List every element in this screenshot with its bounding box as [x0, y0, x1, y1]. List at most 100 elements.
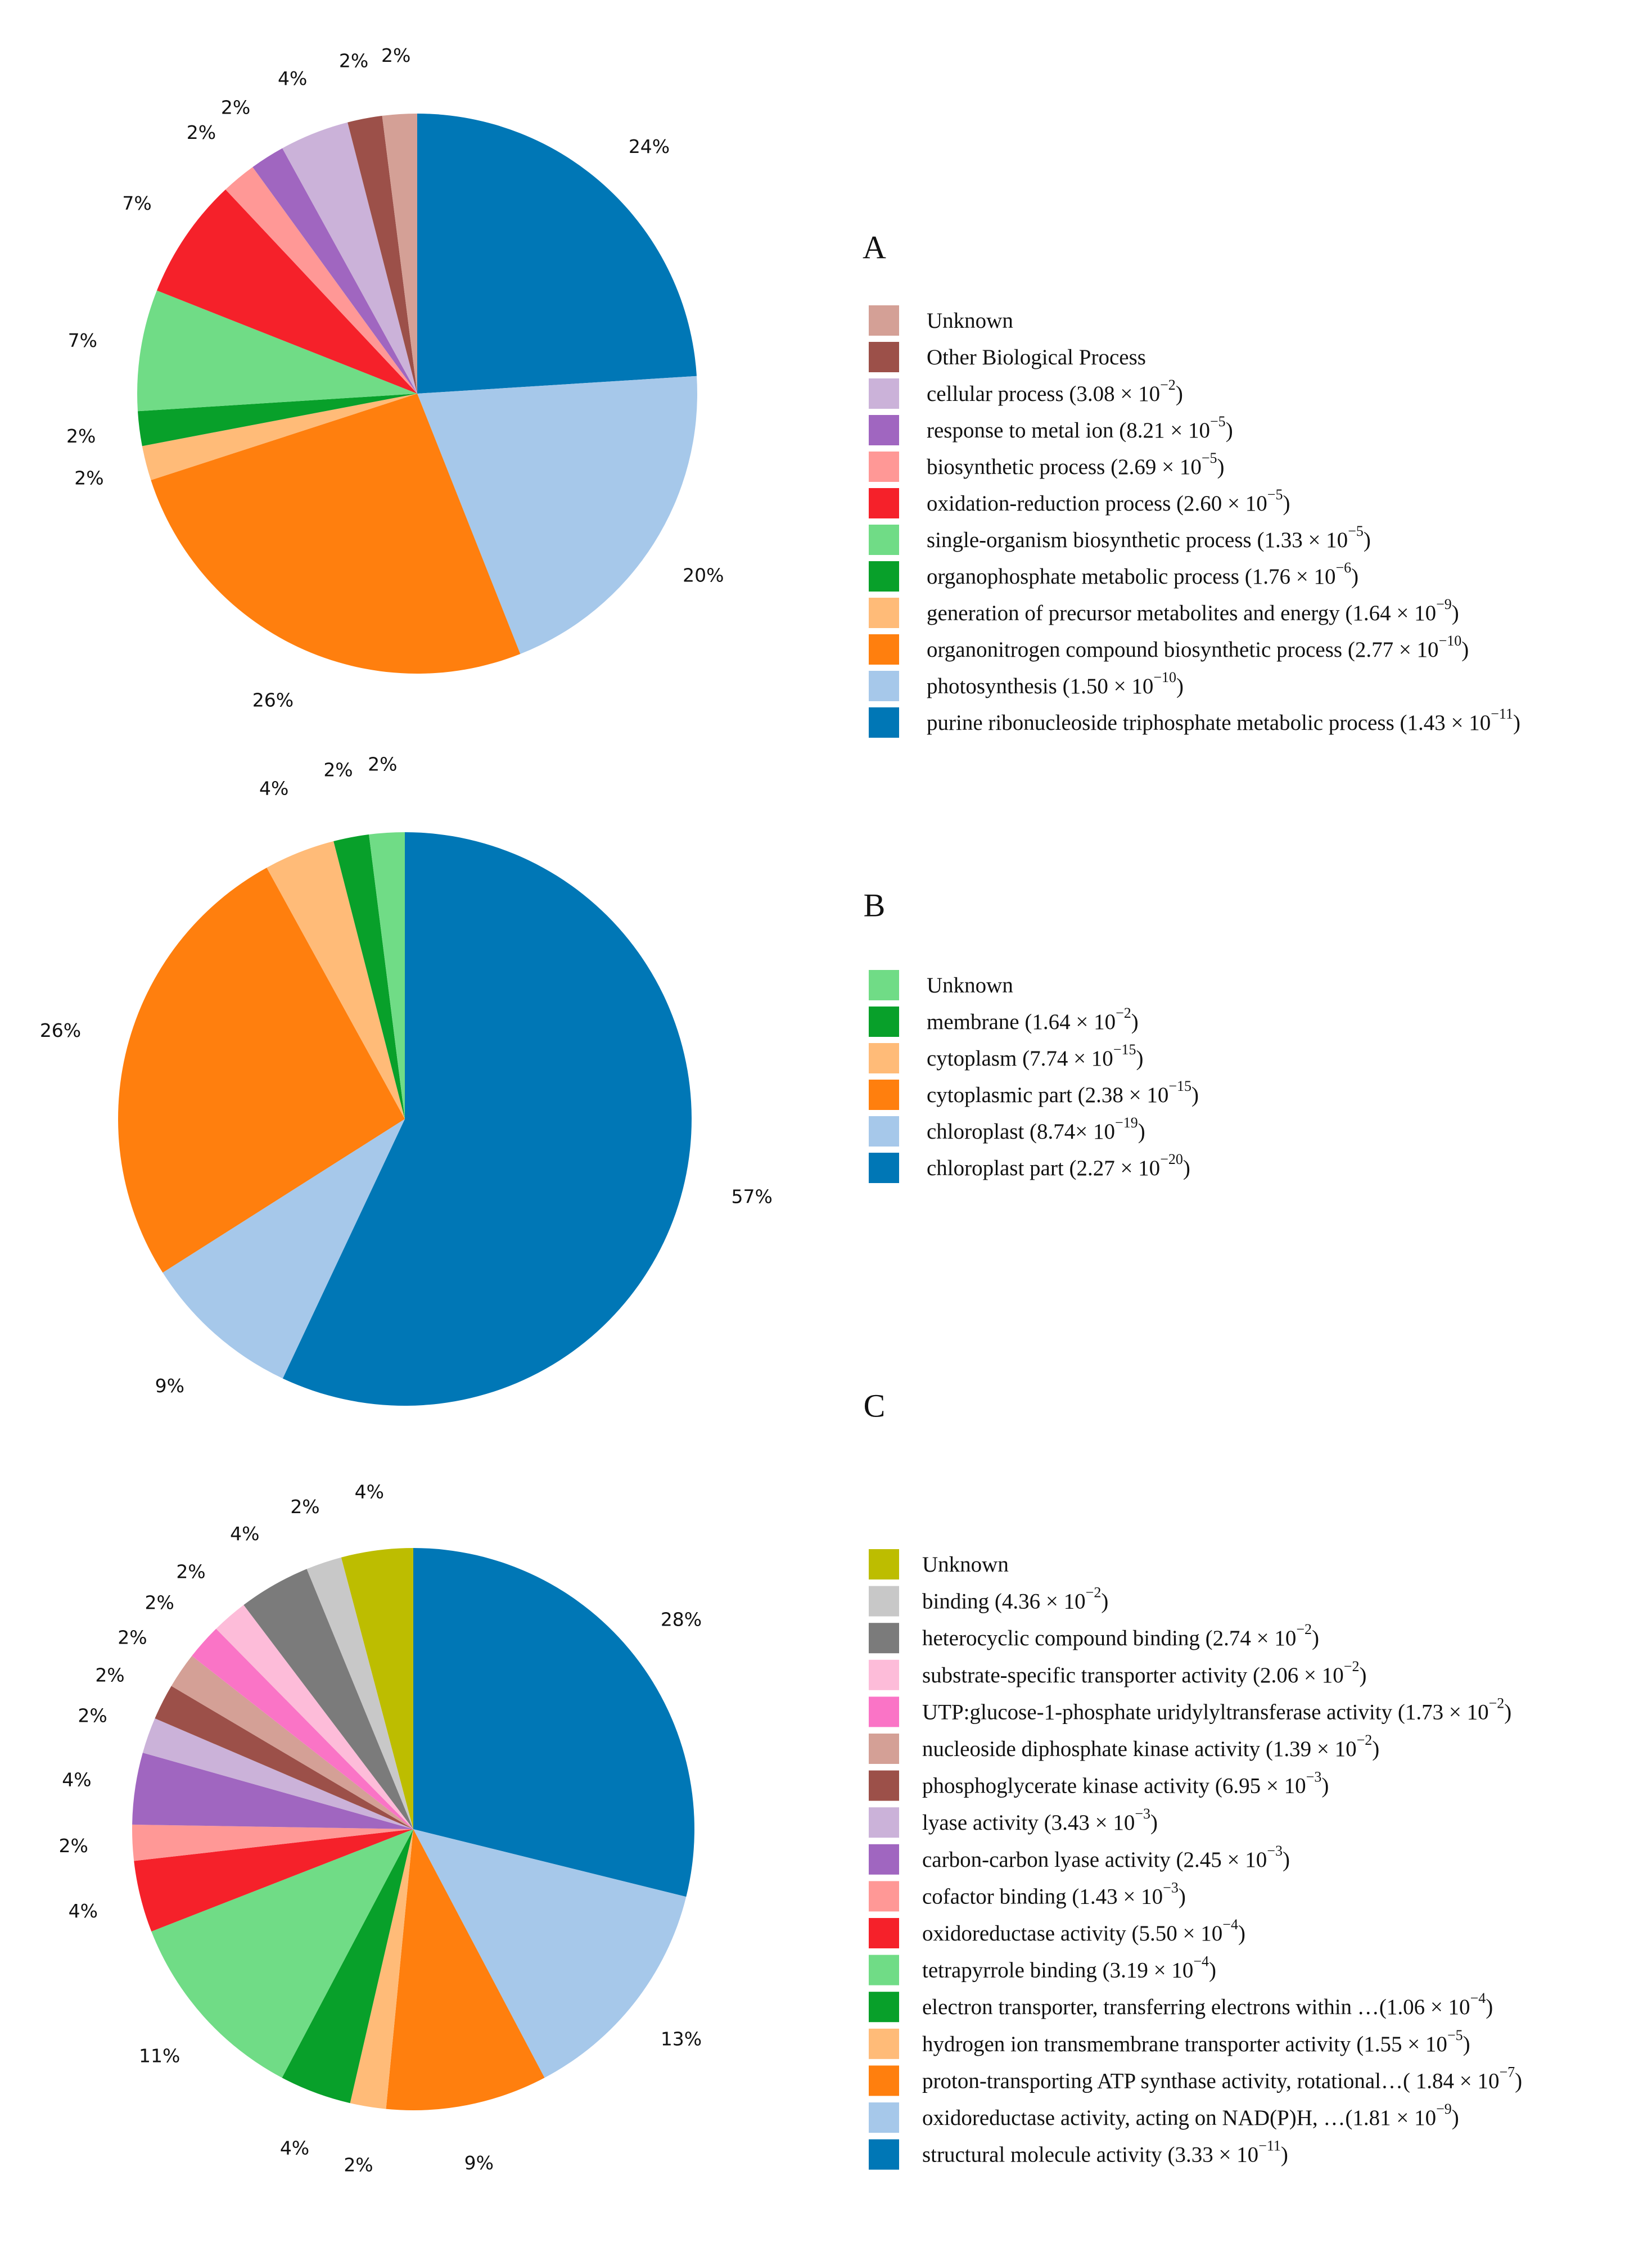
legend-paren-close: ) — [1452, 2106, 1459, 2130]
legend-paren-close: ) — [1513, 711, 1520, 735]
pie-slice-electron-transporter-transferring-electrons-within — [282, 1829, 413, 2104]
legend-paren-close: ) — [1312, 1626, 1319, 1650]
legend-swatch — [869, 1623, 899, 1654]
pie-slice-oxidation-reduction-process — [156, 189, 417, 394]
pie-slice-photosynthesis — [417, 376, 698, 655]
legend-exponent: −4 — [1193, 1953, 1209, 1969]
slice-percent-label: 2% — [145, 1592, 174, 1614]
legend-exponent: −15 — [1113, 1041, 1136, 1058]
legend-paren: ( — [1017, 1046, 1030, 1071]
legend-label: Unknown — [927, 309, 1013, 333]
legend-entry-nucleoside-diphosphate-kinase-activity: nucleoside diphosphate kinase activity (… — [922, 1732, 1379, 1761]
legend-label: nucleoside diphosphate kinase activity — [922, 1737, 1261, 1761]
legend-entry-chloroplast: chloroplast (8.74× 10−19) — [927, 1114, 1145, 1144]
slice-percent-label: 2% — [59, 1835, 88, 1857]
legend-swatch — [869, 415, 899, 445]
legend-entry-oxidoreductase-activity: oxidoreductase activity (5.50 × 10−4) — [922, 1916, 1245, 1946]
legend-label: electron transporter, transferring elect… — [922, 1995, 1379, 2019]
legend-swatch — [869, 707, 899, 738]
legend-exponent: −3 — [1163, 1879, 1179, 1896]
legend-swatch — [869, 1955, 899, 1985]
legend-entry-chloroplast-part: chloroplast part (2.27 × 10−20) — [927, 1151, 1190, 1180]
legend-paren: ( — [1209, 1773, 1222, 1798]
legend-entry-phosphoglycerate-kinase-activity: phosphoglycerate kinase activity (6.95 ×… — [922, 1768, 1329, 1798]
legend-exponent: −7 — [1499, 2064, 1515, 2080]
legend-exponent: −2 — [1296, 1621, 1312, 1637]
pie-slice-biosynthetic-process — [225, 167, 417, 394]
legend-exponent: −2 — [1489, 1695, 1505, 1711]
legend-swatch — [869, 1080, 899, 1110]
legend-label: phosphoglycerate kinase activity — [922, 1773, 1210, 1798]
legend-paren: ( — [1105, 455, 1118, 479]
pie-slice-other-biological-process — [347, 115, 417, 394]
slice-percent-label: 2% — [74, 467, 103, 489]
legend-paren-close: ) — [1191, 1083, 1199, 1107]
legend-pvalue: 1.43 × 10 — [1079, 1884, 1163, 1908]
legend-swatch — [869, 305, 899, 336]
legend-swatch — [869, 1807, 899, 1838]
legend-exponent: −9 — [1436, 596, 1452, 612]
legend-paren: ( — [1340, 601, 1353, 625]
legend-entry-lyase-activity: lyase activity (3.43 × 10−3) — [922, 1806, 1158, 1835]
legend-paren: ( — [1345, 2106, 1352, 2130]
legend-paren: ( — [1067, 1884, 1080, 1908]
legend-paren: ( — [1171, 491, 1184, 516]
pie-slice-generation-of-precursor-metabolites-and-energy — [142, 394, 417, 480]
legend-paren-close: ) — [1321, 1773, 1329, 1798]
legend-label: cytoplasm — [927, 1046, 1017, 1071]
legend-pvalue: 3.19 × 10 — [1110, 1958, 1194, 1982]
legend-entry-organophosphate-metabolic-process: organophosphate metabolic process (1.76 … — [927, 559, 1358, 589]
pie-slice-binding — [306, 1557, 413, 1829]
legend-label: carbon-carbon lyase activity — [922, 1847, 1171, 1871]
legend-paren-close: ) — [1364, 528, 1371, 552]
pie-slice-purine-ribonucleoside-triphosphate-metabolic-process — [417, 114, 697, 394]
pie-slice-organophosphate-metabolic-process — [137, 394, 418, 446]
legend-pvalue: 1.06 × 10 — [1387, 1995, 1470, 2019]
legend-label: cytoplasmic part — [927, 1083, 1072, 1107]
legend-label: biosynthetic process — [927, 455, 1105, 479]
legend-paren: ( — [1379, 1995, 1387, 2019]
legend-exponent: −20 — [1160, 1151, 1183, 1167]
legend-exponent: −9 — [1436, 2101, 1452, 2117]
legend-swatch — [869, 1844, 899, 1875]
legend-pvalue: 8.74× 10 — [1037, 1120, 1115, 1144]
legend-pvalue: 1.73 × 10 — [1405, 1700, 1489, 1724]
legend-swatch — [869, 1549, 899, 1579]
legend-paren-close: ) — [1217, 455, 1225, 479]
slice-percent-label: 57% — [732, 1186, 773, 1208]
legend-entry-organonitrogen-compound-biosynthetic-process: organonitrogen compound biosynthetic pro… — [927, 633, 1469, 662]
pie-slice-cytoplasmic-part — [118, 868, 405, 1273]
legend-label: organonitrogen compound biosynthetic pro… — [927, 638, 1342, 662]
pie-slice-chloroplast-part — [282, 832, 692, 1406]
slice-percent-label: 2% — [339, 50, 368, 72]
pie-slice-membrane — [333, 834, 405, 1119]
legend-label: oxidoreductase activity — [922, 1921, 1126, 1946]
legend-label: hydrogen ion transmembrane transporter a… — [922, 2032, 1351, 2056]
legend-entry-carbon-carbon-lyase-activity: carbon-carbon lyase activity (2.45 × 10−… — [922, 1842, 1290, 1871]
legend-paren: ( — [1114, 418, 1127, 443]
legend-pvalue: 2.38 × 10 — [1085, 1083, 1169, 1107]
pie-slice-response-to-metal-ion — [252, 148, 417, 394]
legend-pvalue: 6.95 × 10 — [1222, 1773, 1306, 1798]
slice-percent-label: 4% — [69, 1900, 98, 1922]
pie-slice-single-organism-biosynthetic-process — [137, 290, 417, 412]
slice-percent-label: 7% — [122, 192, 151, 214]
legend-paren-close: ) — [1179, 1884, 1186, 1908]
pie-slice-structural-molecule-activity — [413, 1548, 694, 1897]
legend-paren: ( — [1247, 1663, 1260, 1687]
legend-paren: ( — [1392, 1700, 1405, 1724]
legend-pvalue: 7.74 × 10 — [1030, 1046, 1113, 1071]
legend-paren-close: ) — [1372, 1737, 1379, 1761]
legend-paren-close: ) — [1504, 1700, 1511, 1724]
legend-paren-close: ) — [1359, 1663, 1366, 1687]
legend-paren: ( — [1252, 528, 1265, 552]
legend-pvalue: 1.84 × 10 — [1410, 2069, 1500, 2093]
slice-percent-label: 2% — [95, 1664, 124, 1686]
slice-percent-label: 2% — [187, 121, 216, 143]
legend-paren: ( — [1394, 711, 1407, 735]
slice-percent-label: 2% — [118, 1626, 147, 1648]
legend-paren-close: ) — [1138, 1120, 1145, 1144]
legend-paren: ( — [1351, 2032, 1364, 2056]
legend-pvalue: 1.81 × 10 — [1352, 2106, 1436, 2130]
